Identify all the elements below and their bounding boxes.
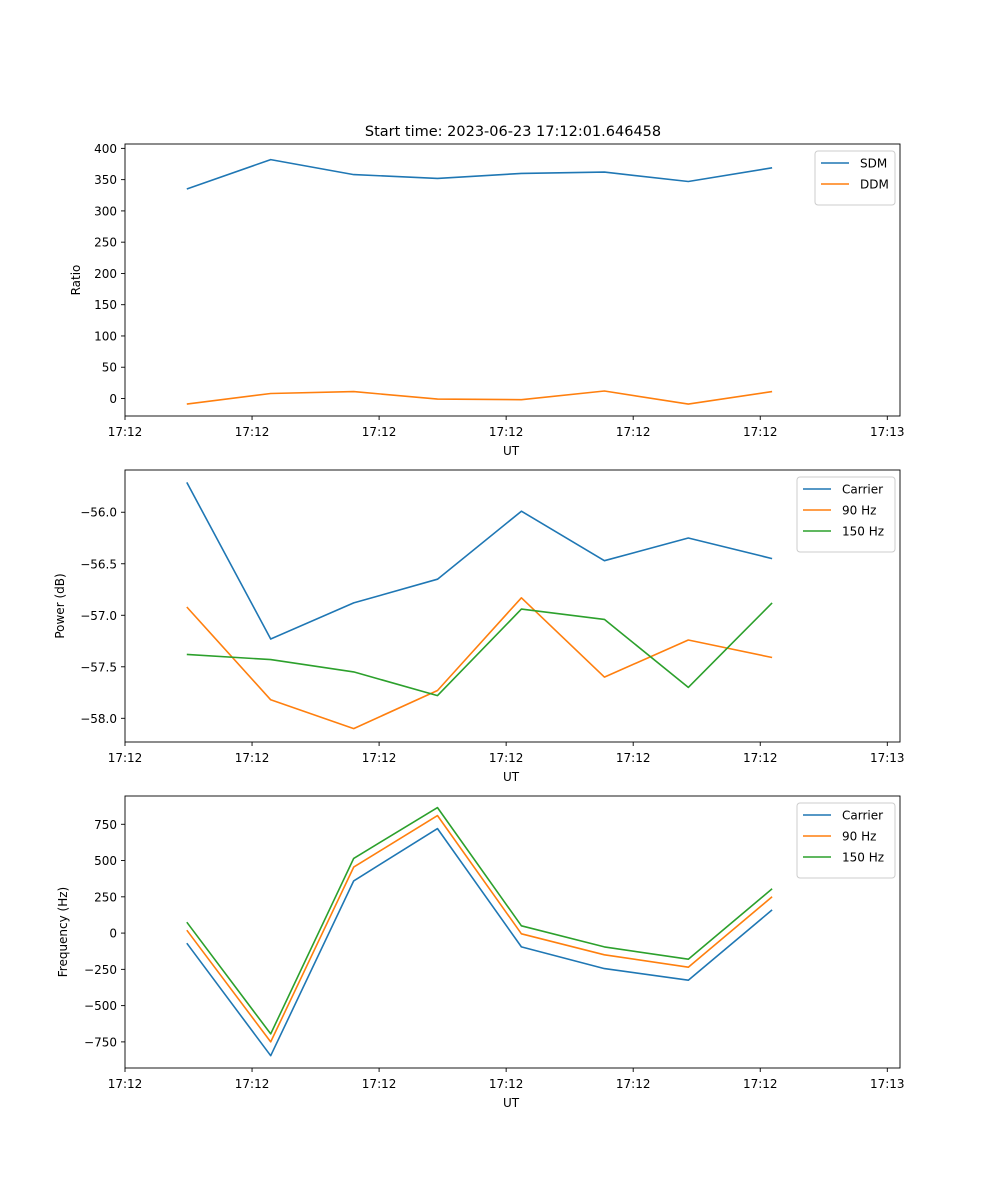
axes-frame <box>124 795 901 1069</box>
y-tick-label: −750 <box>84 1035 117 1049</box>
y-tick-label: −56.0 <box>80 506 117 520</box>
x-tick-label: 17:12 <box>616 751 651 765</box>
series-line-carrier <box>186 482 773 640</box>
y-axis-label: Frequency (Hz) <box>56 887 70 978</box>
legend-label: Carrier <box>842 809 883 823</box>
figure-title: Start time: 2023-06-23 17:12:01.646458 <box>365 124 661 140</box>
series-line-carrier <box>186 827 773 1057</box>
axes-frame <box>124 143 901 417</box>
x-tick-label: 17:12 <box>108 1077 143 1091</box>
y-tick-label: −250 <box>84 963 117 977</box>
series-line-90-hz <box>186 596 773 730</box>
y-tick-label: 250 <box>94 890 117 904</box>
x-tick-label: 17:13 <box>870 751 905 765</box>
y-tick-label: 300 <box>94 204 117 218</box>
legend: Carrier 90 Hz 150 Hz <box>796 802 896 879</box>
legend: Carrier 90 Hz 150 Hz <box>796 476 896 553</box>
y-tick-label: 500 <box>94 854 117 868</box>
x-tick-label: 17:13 <box>870 425 905 439</box>
y-tick-label: 400 <box>94 142 117 156</box>
x-tick-label: 17:12 <box>362 1077 397 1091</box>
legend-box <box>796 476 896 553</box>
legend-label: 150 Hz <box>842 851 884 865</box>
x-tick-label: 17:12 <box>489 425 524 439</box>
y-tick-label: 100 <box>94 329 117 343</box>
legend-label: DDM <box>860 178 889 192</box>
y-tick-label: 200 <box>94 267 117 281</box>
legend-box <box>796 802 896 879</box>
x-axis-label: UT <box>503 1096 520 1110</box>
x-tick-label: 17:12 <box>743 425 778 439</box>
frequency-panel: 17:12 17:12 17:12 17:12 17:12 17:12 17:13 −750 −… <box>56 795 905 1110</box>
y-tick-label: 0 <box>109 392 117 406</box>
series-line-90-hz <box>186 814 773 1043</box>
x-tick-label: 17:13 <box>870 1077 905 1091</box>
y-tick-label: 750 <box>94 818 117 832</box>
x-tick-label: 17:12 <box>108 751 143 765</box>
x-tick-label: 17:12 <box>489 1077 524 1091</box>
y-tick-label: 0 <box>109 927 117 941</box>
legend-label: 150 Hz <box>842 525 884 539</box>
y-tick-label: −500 <box>84 999 117 1013</box>
y-tick-label: 150 <box>94 298 117 312</box>
x-tick-label: 17:12 <box>743 751 778 765</box>
x-tick-label: 17:12 <box>616 1077 651 1091</box>
x-tick-label: 17:12 <box>616 425 651 439</box>
y-tick-label: −58.0 <box>80 712 117 726</box>
x-axis-label: UT <box>503 444 520 458</box>
x-tick-label: 17:12 <box>743 1077 778 1091</box>
x-tick-label: 17:12 <box>235 1077 270 1091</box>
power-panel: 17:12 17:12 17:12 17:12 17:12 17:12 17:13 −58.0… <box>53 469 905 784</box>
legend-label: SDM <box>860 157 887 171</box>
x-tick-label: 17:12 <box>235 751 270 765</box>
x-tick-label: 17:12 <box>489 751 524 765</box>
legend: SDM DDM <box>814 150 896 206</box>
y-tick-label: 50 <box>102 361 117 375</box>
x-tick-label: 17:12 <box>235 425 270 439</box>
y-tick-label: −57.0 <box>80 609 117 623</box>
series-line-150-hz <box>186 806 773 1035</box>
ratio-panel: 17:12 17:12 17:12 17:12 17:12 17:12 17:13 0 50 10… <box>69 142 905 458</box>
y-tick-label: −56.5 <box>80 557 117 571</box>
legend-box <box>814 150 896 206</box>
series-line-sdm <box>186 158 773 190</box>
x-tick-label: 17:12 <box>108 425 143 439</box>
series-line-150-hz <box>186 602 773 697</box>
legend-label: Carrier <box>842 483 883 497</box>
y-axis-label: Power (dB) <box>53 573 67 638</box>
legend-label: 90 Hz <box>842 830 876 844</box>
y-tick-label: −57.5 <box>80 660 117 674</box>
y-tick-label: 250 <box>94 236 117 250</box>
y-tick-label: 350 <box>94 173 117 187</box>
legend-label: 90 Hz <box>842 504 876 518</box>
x-axis-label: UT <box>503 770 520 784</box>
y-axis-label: Ratio <box>69 265 83 296</box>
series-line-ddm <box>186 390 773 405</box>
axes-frame <box>124 469 901 743</box>
x-tick-label: 17:12 <box>362 751 397 765</box>
x-tick-label: 17:12 <box>362 425 397 439</box>
